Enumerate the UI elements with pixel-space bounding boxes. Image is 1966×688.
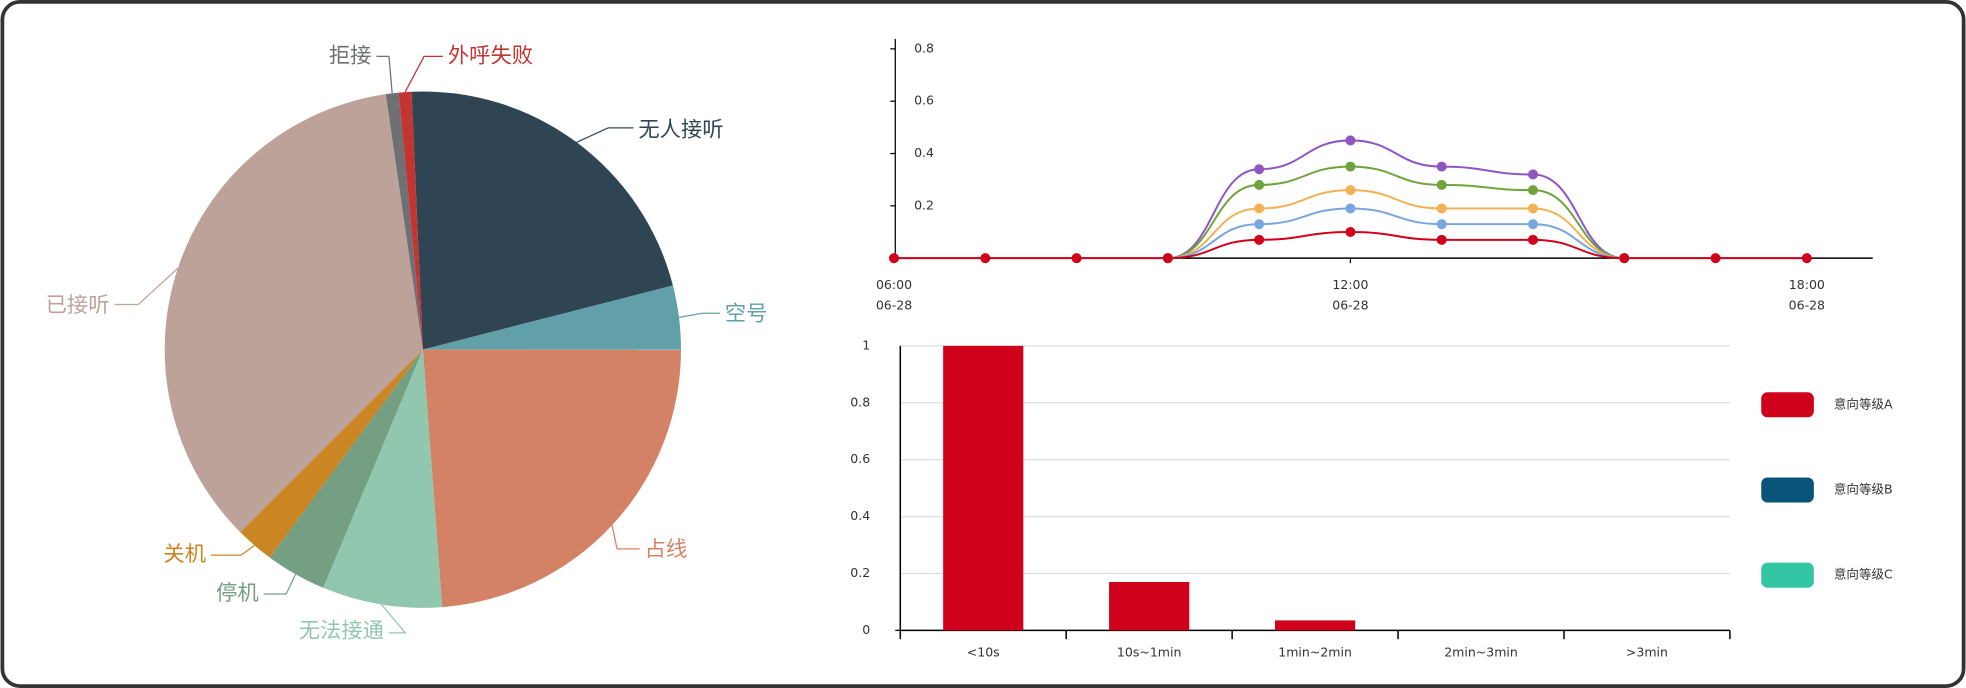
- pie-slice: [385, 92, 423, 350]
- data-point: [1527, 169, 1539, 180]
- data-point: [1527, 203, 1539, 214]
- data-point: [1436, 179, 1447, 190]
- y-tick-label: 0.6: [914, 93, 934, 108]
- label-line: [114, 267, 179, 306]
- slice-label: 无法接通: [299, 619, 384, 644]
- y-tick-label: 0.2: [850, 565, 870, 580]
- label-line: [678, 312, 720, 318]
- x-tick-label: <10s: [967, 644, 1000, 659]
- data-point: [1345, 135, 1356, 146]
- data-point: [1436, 234, 1447, 245]
- y-tick-label: 0.8: [850, 394, 870, 409]
- pie-slice: [323, 349, 443, 608]
- series-line: [1167, 189, 1625, 260]
- legend-label: 意向等级C: [1834, 567, 1893, 582]
- data-point: [1345, 185, 1356, 196]
- x-tick-label: 1min~2min: [1278, 644, 1352, 659]
- x-tick-label: 18:00: [1789, 277, 1825, 292]
- label-line: [404, 55, 443, 93]
- data-point: [1345, 161, 1356, 172]
- slice-label: 外呼失败: [448, 43, 533, 68]
- x-tick-label: 12:00: [1332, 277, 1368, 292]
- series-line: [1167, 139, 1625, 260]
- pie-slice: [164, 94, 423, 533]
- data-point: [1436, 203, 1447, 214]
- legend-label: 意向等级B: [1834, 481, 1893, 496]
- data-point: [980, 253, 991, 264]
- slice-label: 停机: [216, 581, 259, 606]
- x-tick-label: 2min~3min: [1444, 644, 1518, 659]
- y-tick-label: 0.4: [914, 145, 934, 160]
- data-point: [1254, 203, 1265, 214]
- data-point: [1619, 253, 1630, 264]
- x-tick-label: 06:00: [876, 277, 912, 292]
- data-point: [1710, 253, 1721, 264]
- pie-slice: [411, 91, 673, 350]
- pie-slice: [422, 285, 681, 350]
- data-point: [1254, 179, 1265, 190]
- y-tick-label: 0.8: [914, 40, 934, 55]
- slice-label: 拒接: [329, 43, 372, 68]
- label-line: [381, 604, 407, 634]
- x-tick-label: 06-28: [1332, 297, 1368, 312]
- slice-label: 空号: [725, 302, 768, 327]
- bar: [1274, 620, 1356, 631]
- data-point: [1436, 161, 1447, 172]
- pie-slice: [398, 91, 423, 350]
- label-line: [376, 55, 393, 94]
- label-line: [576, 127, 634, 143]
- legend-swatch: [1761, 392, 1814, 418]
- pie-slice: [422, 349, 681, 608]
- data-point: [1254, 234, 1265, 245]
- data-point: [1527, 219, 1539, 230]
- pie-slice: [240, 349, 423, 558]
- data-point: [889, 253, 900, 264]
- legend-swatch: [1761, 562, 1814, 588]
- x-tick-label: >3min: [1626, 644, 1668, 659]
- bar: [943, 345, 1024, 631]
- slice-label: 关机: [163, 542, 206, 567]
- y-tick-label: 1: [862, 337, 870, 352]
- legend-swatch: [1761, 477, 1814, 503]
- data-point: [1071, 253, 1082, 264]
- data-point: [1345, 203, 1356, 214]
- label-line: [611, 525, 640, 550]
- data-point: [1162, 253, 1173, 264]
- x-tick-label: 06-28: [876, 297, 912, 312]
- data-point: [1254, 219, 1265, 230]
- slice-label: 占线: [645, 537, 688, 562]
- label-line: [211, 544, 255, 556]
- data-point: [1527, 185, 1539, 196]
- label-line: [263, 573, 297, 595]
- slice-label: 已接听: [46, 293, 110, 318]
- slice-label: 无人接听: [638, 117, 723, 142]
- bar: [1109, 581, 1190, 631]
- data-point: [1436, 219, 1447, 230]
- pie-slice: [269, 349, 423, 588]
- data-point: [1527, 234, 1539, 245]
- y-tick-label: 0.6: [850, 451, 870, 466]
- y-tick-label: 0.2: [914, 197, 934, 212]
- y-tick-label: 0: [862, 622, 870, 637]
- data-point: [1345, 226, 1356, 238]
- x-tick-label: 10s~1min: [1117, 644, 1182, 659]
- series-line: [1167, 165, 1625, 260]
- series-line: [1167, 207, 1625, 260]
- legend-label: 意向等级A: [1834, 396, 1893, 411]
- data-point: [1801, 253, 1812, 264]
- y-tick-label: 0.4: [850, 508, 870, 523]
- data-point: [1254, 164, 1265, 175]
- x-tick-label: 06-28: [1789, 297, 1825, 312]
